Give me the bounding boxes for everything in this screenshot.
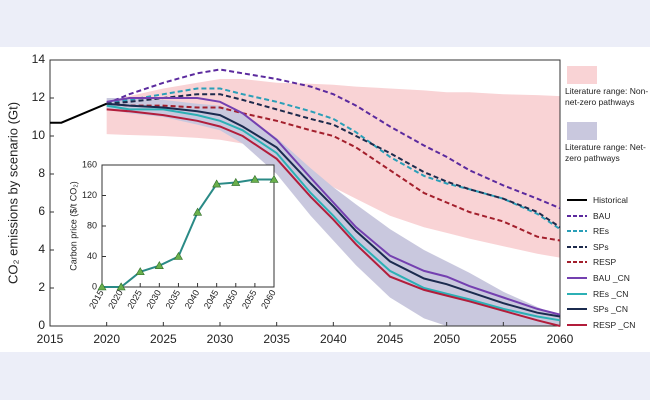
legend-item: RESP _CN xyxy=(565,319,635,331)
legend-label: REs xyxy=(593,226,610,237)
legend-label: SPs _CN xyxy=(593,304,628,315)
legend-key xyxy=(567,277,587,279)
y-tick-label: 8 xyxy=(38,166,45,180)
y-axis-label: Carbon price ($/t CO₂) xyxy=(68,181,78,271)
legend-item: SPs _CN xyxy=(565,303,628,315)
y-tick-label: 160 xyxy=(82,159,97,169)
y-tick-label: 0 xyxy=(38,318,45,332)
legend-key xyxy=(567,214,587,217)
x-tick-label: 2015 xyxy=(37,332,64,346)
legend-label: BAU _CN xyxy=(593,273,630,283)
legend-key xyxy=(567,199,587,201)
legend-label: RESP xyxy=(593,257,617,268)
line-series xyxy=(106,87,561,230)
y-tick-label: 120 xyxy=(82,190,97,200)
marker xyxy=(154,261,164,269)
y-tick-label: 4 xyxy=(38,242,45,256)
legend-item: Historical xyxy=(565,194,628,206)
legend-key xyxy=(567,292,587,295)
marker xyxy=(116,282,126,291)
line-series xyxy=(106,97,561,316)
x-tick-label: 2025 xyxy=(150,332,177,346)
legend-label: Literature range: Net-zero pathways xyxy=(565,142,646,163)
line-series xyxy=(106,108,561,327)
legend-item: BAU xyxy=(565,210,610,222)
x-tick-label: 2045 xyxy=(377,332,404,346)
legend-item: REs xyxy=(565,225,609,237)
x-tick-label: 2050 xyxy=(433,332,460,346)
inset-background xyxy=(102,165,274,287)
x-tick-label: 2040 xyxy=(320,332,347,346)
marker xyxy=(193,207,203,216)
legend-key xyxy=(567,308,587,311)
marker xyxy=(231,177,241,186)
x-tick-label: 2060 xyxy=(547,332,574,346)
legend-swatch xyxy=(567,122,597,140)
line-series xyxy=(102,178,274,288)
y-tick-label: 10 xyxy=(32,128,46,142)
y-tick-label: 0 xyxy=(92,281,97,291)
x-tick-label: 2035 xyxy=(263,332,290,346)
legend: Literature range: Non-net-zero pathways L… xyxy=(565,0,650,400)
legend-label: SPs xyxy=(593,241,609,252)
x-tick-label: 2020 xyxy=(93,332,120,346)
plot-frame xyxy=(49,59,561,327)
legend-label: REs _CN xyxy=(593,288,629,299)
y-tick-label: 6 xyxy=(38,204,45,218)
legend-item: SPs xyxy=(565,241,609,253)
legend-key xyxy=(567,245,587,248)
line-series xyxy=(106,68,561,210)
marker xyxy=(250,174,260,183)
legend-item: RESP xyxy=(565,256,616,268)
line-series xyxy=(106,93,561,229)
y-axis-label: CO₂ emissions by scenario (Gt) xyxy=(5,102,20,284)
y-tick-label: 14 xyxy=(32,52,46,66)
line-series xyxy=(106,104,561,322)
y-tick-label: 12 xyxy=(32,90,46,104)
legend-item: BAU _CN xyxy=(565,272,630,284)
legend-item: REs _CN xyxy=(565,288,628,300)
legend-swatch xyxy=(567,66,597,84)
legend-key xyxy=(567,261,587,264)
y-tick-label: 80 xyxy=(87,220,97,230)
marker xyxy=(269,174,279,183)
legend-label: BAU xyxy=(593,210,611,221)
x-tick-label: 2055 xyxy=(490,332,517,346)
marker xyxy=(135,267,145,276)
marker xyxy=(173,251,183,260)
line-series xyxy=(50,102,108,124)
legend-key xyxy=(567,230,587,233)
legend-label: Historical xyxy=(593,195,628,205)
y-tick-label: 40 xyxy=(87,251,97,261)
legend-key xyxy=(567,323,587,326)
legend-label: Literature range: Non-net-zero pathways xyxy=(565,86,649,107)
line-series xyxy=(106,102,561,318)
marker xyxy=(97,282,107,291)
range-band xyxy=(106,98,561,326)
y-tick-label: 2 xyxy=(38,280,45,294)
legend-label: RESP _CN xyxy=(593,319,636,330)
x-tick-label: 2030 xyxy=(207,332,234,346)
marker xyxy=(212,179,222,188)
